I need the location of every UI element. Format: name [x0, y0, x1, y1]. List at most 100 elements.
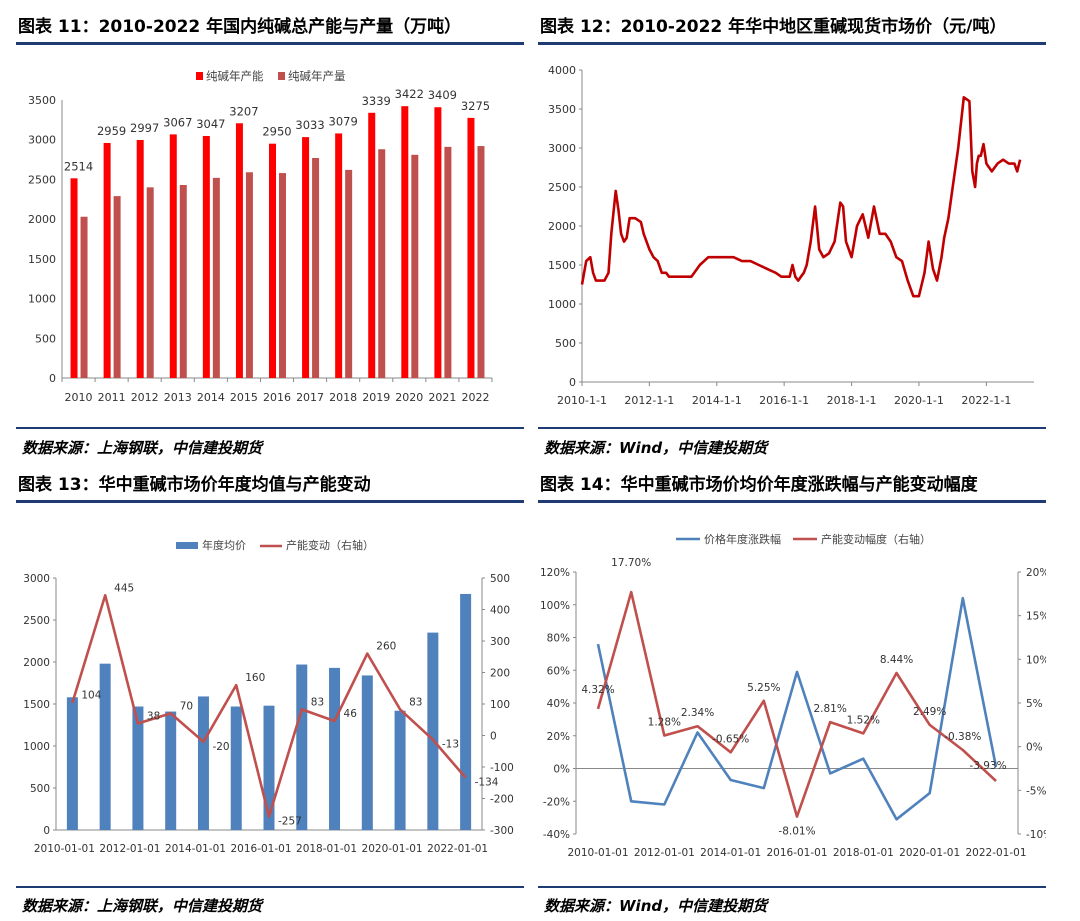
data-label: 4.32% — [581, 684, 614, 696]
legend-swatch-output — [278, 72, 285, 80]
x-tick-label: 2022-1-1 — [961, 394, 1011, 407]
y-tick-label: 3500 — [28, 94, 56, 107]
y-tick-label: 2500 — [28, 173, 56, 186]
data-label: 17.70% — [611, 557, 651, 569]
data-label: -0.65% — [712, 733, 749, 745]
chart14-svg: -40% -20% 0% 20% 40% 60% 80% 100% 120% -10% -5% 0% 5… — [540, 532, 1046, 859]
chart12-bottom-rule — [538, 427, 1046, 429]
y-tick-label: 0 — [49, 372, 56, 385]
bar-output — [312, 157, 320, 378]
y-tick-label: 1500 — [23, 699, 50, 711]
chart11-source: 数据来源：上海钢联，中信建投期货 — [22, 439, 263, 457]
x-tick-label: 2020-01-01 — [899, 847, 960, 859]
legend-label-capacity-change-rate: 产能变动幅度（右轴） — [821, 532, 931, 546]
price-change-line — [596, 596, 998, 821]
chart11-bottom-rule — [16, 427, 524, 429]
data-label: 445 — [114, 582, 134, 594]
y-tick-label: 2000 — [28, 213, 56, 226]
bar-capacity — [70, 178, 78, 378]
chart12-title: 图表 12：2010-2022 年华中地区重碱现货市场价（元/吨） — [540, 17, 1007, 37]
bar-avg-price — [263, 705, 275, 830]
x-tick-label: 2013 — [164, 391, 192, 404]
x-tick-label: 2018-01-01 — [833, 847, 894, 859]
x-tick-label: 2014-1-1 — [692, 394, 742, 407]
legend-label-capacity-change: 产能变动（右轴） — [286, 538, 374, 552]
legend-swatch-capacity — [196, 72, 203, 80]
legend-label-capacity: 纯碱年产能 — [206, 69, 264, 83]
y-tick-label: 2000 — [23, 657, 50, 669]
y2-tick-label: 300 — [490, 636, 510, 648]
y-tick-label: 500 — [30, 783, 50, 795]
y-tick-label: -20% — [543, 796, 570, 808]
data-label: 2.34% — [681, 707, 714, 719]
x-tick-label: 2014-01-01 — [165, 843, 226, 855]
y2-tick-label: -5% — [1026, 785, 1046, 797]
chart13-svg: 0 500 1000 1500 2000 2500 3000 -300 -200 -100 0 100… — [23, 538, 514, 855]
chart13-title-rule — [16, 500, 524, 503]
data-label: 3409 — [428, 88, 457, 102]
chart11-title: 图表 11：2010-2022 年国内纯碱总产能与产量（万吨） — [18, 17, 462, 37]
data-label: -257 — [278, 815, 302, 827]
bar-capacity — [136, 139, 144, 378]
data-label: 1.52% — [847, 714, 880, 726]
y2-tick-label: 400 — [490, 605, 510, 617]
y-tick-label: 1000 — [23, 741, 50, 753]
x-tick-label: 2010 — [65, 391, 93, 404]
legend-label-output: 纯碱年产量 — [288, 69, 346, 83]
bar-avg-price — [296, 664, 308, 830]
y2-tick-label: 20% — [1026, 567, 1046, 579]
bar-output — [345, 169, 353, 378]
bar-output — [212, 177, 220, 378]
y2-tick-label: 0 — [490, 731, 497, 743]
price-line — [580, 95, 1022, 298]
chart13-source: 数据来源：上海钢联，中信建投期货 — [22, 897, 263, 915]
chart11-title-rule — [16, 42, 524, 45]
x-tick-label: 2020-1-1 — [894, 394, 944, 407]
bar-output — [477, 146, 485, 378]
bar-capacity — [103, 142, 111, 378]
bar-capacity — [368, 112, 376, 379]
bar-avg-price — [427, 632, 439, 830]
y-tick-label: 500 — [555, 337, 576, 350]
y2-tick-label: -200 — [490, 794, 514, 806]
y-tick-label: 0 — [43, 825, 50, 837]
x-tick-label: 2022-01-01 — [427, 843, 488, 855]
bar-avg-price — [132, 706, 144, 830]
data-label: -0.38% — [944, 731, 981, 743]
bar-avg-price — [394, 710, 406, 830]
x-tick-label: 2012 — [131, 391, 159, 404]
data-label: -8.01% — [778, 826, 815, 838]
legend-label-price-change: 价格年度涨跌幅 — [704, 532, 781, 546]
bar-avg-price — [66, 697, 78, 830]
bar-output — [444, 146, 452, 378]
chart13-bottom-rule — [16, 886, 524, 888]
y2-tick-label: -10% — [1026, 829, 1046, 841]
bar-output — [80, 216, 88, 378]
x-tick-label: 2010-01-01 — [567, 847, 628, 859]
y2-tick-label: 10% — [1026, 654, 1046, 666]
chart12-title-rule — [538, 42, 1046, 45]
x-tick-label: 2018-01-01 — [296, 843, 357, 855]
x-tick-label: 2014 — [197, 391, 225, 404]
chart14-title: 图表 14：华中重碱市场价均价年度涨跌幅与产能变动幅度 — [540, 475, 978, 495]
data-label: 3079 — [329, 114, 358, 128]
y2-tick-label: -100 — [490, 762, 514, 774]
x-tick-label: 2010-01-01 — [34, 843, 95, 855]
data-label: -13 — [442, 739, 459, 751]
data-label: 3422 — [395, 87, 424, 101]
y-tick-label: 20% — [547, 731, 570, 743]
y-tick-label: 100% — [540, 600, 570, 612]
data-label: 46 — [344, 708, 358, 720]
bar-avg-price — [165, 711, 177, 830]
bar-capacity — [401, 106, 409, 378]
chart14-title-rule — [538, 500, 1046, 503]
data-label: 2959 — [97, 124, 126, 138]
bar-capacity — [335, 133, 343, 378]
data-label: 2.49% — [913, 706, 946, 718]
bar-capacity — [169, 134, 177, 378]
bar-output — [411, 154, 419, 378]
x-tick-label: 2018 — [329, 391, 357, 404]
y-tick-label: 500 — [35, 332, 56, 345]
y-tick-label: 3000 — [23, 573, 50, 585]
x-tick-label: 2016-1-1 — [759, 394, 809, 407]
